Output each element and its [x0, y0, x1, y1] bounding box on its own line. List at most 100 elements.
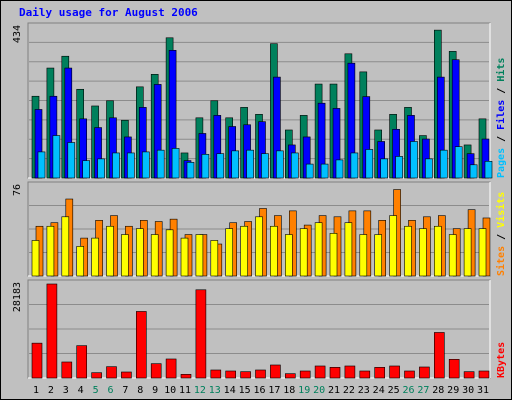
bar-visits — [359, 234, 368, 277]
bar-visits — [210, 240, 219, 277]
bar-kbytes — [284, 373, 296, 379]
bar-pages — [395, 156, 403, 179]
bar-pages — [276, 150, 284, 179]
x-tick-label: 17 — [268, 385, 280, 396]
legend-1: Pages / Files / Hits — [495, 58, 507, 178]
bar-visits — [106, 225, 114, 277]
x-tick-label: 25 — [388, 385, 400, 396]
bar-kbytes — [389, 365, 400, 379]
bar-pages — [97, 158, 105, 179]
bar-visits — [31, 240, 40, 277]
x-tick-label: 11 — [179, 385, 191, 396]
x-tick-label: 15 — [239, 385, 251, 396]
bar-kbytes — [314, 365, 326, 379]
x-tick-label: 29 — [447, 385, 459, 396]
bar-kbytes — [270, 364, 281, 379]
bar-visits — [240, 225, 248, 277]
x-tick-label: 9 — [152, 385, 158, 396]
legend-kbytes: KBytes — [496, 342, 507, 378]
bar-pages — [425, 158, 433, 179]
bar-pages — [335, 159, 344, 179]
bar-visits — [433, 225, 442, 277]
bar-visits — [225, 228, 233, 277]
x-tick-label: 5 — [93, 385, 99, 396]
bar-pages — [350, 152, 359, 179]
bar-kbytes — [359, 370, 371, 379]
bar-visits — [46, 225, 55, 277]
bar-visits — [91, 237, 99, 277]
x-tick-label: 27 — [417, 385, 429, 396]
panel-1: 434 Pages / Files / Hits — [12, 22, 507, 179]
legend-sites: Sites — [495, 246, 507, 276]
bar-kbytes — [106, 366, 117, 379]
bar-kbytes — [240, 371, 251, 379]
bar-visits — [165, 229, 174, 277]
bar-kbytes — [46, 283, 58, 379]
bar-kbytes — [433, 332, 445, 379]
bar-pages — [454, 146, 463, 179]
bar-pages — [439, 149, 448, 179]
bar-kbytes — [374, 367, 386, 379]
bar-kbytes — [180, 374, 192, 379]
legend-visits: Visits — [495, 192, 507, 228]
x-tick-label: 26 — [402, 385, 414, 396]
bar-kbytes — [255, 369, 266, 379]
bar-visits — [180, 237, 189, 277]
x-tick-label: 20 — [313, 385, 325, 396]
x-tick-label: 8 — [137, 385, 143, 396]
legend-pages: Pages — [496, 148, 507, 178]
x-tick-label: 19 — [298, 385, 310, 396]
bar-pages — [261, 153, 269, 179]
bar-visits — [448, 234, 457, 277]
bar-kbytes — [404, 370, 415, 379]
legend-separator: / — [496, 82, 507, 100]
bar-pages — [305, 163, 314, 179]
bar-pages — [142, 151, 150, 179]
x-tick-label: 12 — [194, 385, 206, 396]
x-tick-label: 13 — [209, 385, 221, 396]
series-sites — [35, 189, 491, 277]
bar-pages — [112, 152, 120, 179]
bar-visits — [299, 228, 308, 277]
bar-pages — [127, 152, 135, 179]
y-max-label: 28183 — [12, 282, 23, 312]
bar-visits — [404, 225, 412, 277]
bar-pages — [246, 149, 254, 179]
legend-hits: Hits — [495, 58, 507, 82]
panel-3: 28183 KBytes — [12, 279, 507, 379]
legend-3: KBytes — [496, 342, 507, 378]
bar-pages — [469, 164, 478, 179]
x-tick-label: 22 — [343, 385, 355, 396]
bar-kbytes — [61, 361, 73, 379]
x-tick-label: 16 — [253, 385, 265, 396]
bar-visits — [270, 225, 278, 277]
bar-kbytes — [150, 363, 162, 379]
bar-visits — [389, 215, 397, 277]
x-tick-label: 4 — [78, 385, 84, 396]
legend-separator: / — [496, 130, 507, 148]
legend-separator: / — [496, 228, 507, 246]
bar-visits — [150, 234, 159, 277]
bar-visits — [76, 246, 84, 277]
bar-pages — [410, 141, 418, 179]
x-tick-label: 6 — [107, 385, 113, 396]
bar-visits — [478, 228, 487, 277]
chart-title: Daily usage for August 2006 — [19, 6, 198, 19]
bar-pages — [320, 163, 329, 179]
bar-pages — [380, 158, 389, 179]
bar-kbytes — [136, 311, 147, 379]
bar-pages — [216, 153, 225, 179]
bar-pages — [365, 149, 374, 179]
bar-pages — [186, 162, 195, 179]
bar-pages — [37, 151, 46, 179]
bar-visits — [329, 233, 338, 277]
bar-visits — [284, 234, 293, 277]
bar-kbytes — [344, 365, 356, 379]
x-tick-label: 1 — [33, 385, 39, 396]
bar-visits — [61, 216, 70, 277]
series-visits — [31, 215, 487, 277]
bar-kbytes — [165, 358, 177, 379]
bar-kbytes — [478, 370, 490, 379]
legend-files: Files — [495, 100, 507, 130]
